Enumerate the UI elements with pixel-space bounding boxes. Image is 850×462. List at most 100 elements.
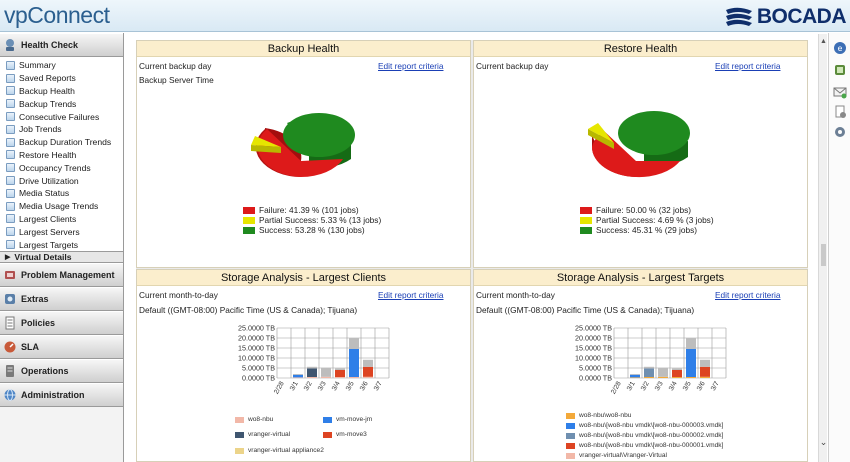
bar-segment [293, 377, 303, 378]
legend-swatch [580, 226, 592, 234]
database-icon[interactable] [833, 63, 847, 77]
sidebar-item-consecutive-failures[interactable]: Consecutive Failures [0, 110, 123, 123]
x-tick-label: 3/1 [289, 380, 300, 392]
legend-label: vm-move3 [336, 431, 367, 438]
panel-subtitle: Current month-to-day [476, 290, 555, 300]
sidebar-item-restore-health[interactable]: Restore Health [0, 149, 123, 162]
sidebar-item-backup-trends[interactable]: Backup Trends [0, 97, 123, 110]
pie-slice-success [618, 111, 690, 155]
bar-segment [335, 370, 345, 377]
pie-slice-success [283, 113, 355, 157]
section-label: Administration [21, 389, 85, 400]
backup-health-panel: Backup Health Current backup day Backup … [136, 40, 471, 268]
y-tick-label: 10.0000 TB [238, 354, 275, 363]
bar-segment [335, 377, 345, 378]
vertical-scrollbar[interactable]: ▲ ⌄ [818, 34, 827, 462]
edit-report-criteria-link[interactable]: Edit report criteria [378, 61, 444, 71]
report-icon [6, 240, 15, 250]
x-tick-label: 3/7 [373, 380, 384, 392]
sidebar-item-backup-health[interactable]: Backup Health [0, 85, 123, 98]
legend-swatch [566, 452, 575, 459]
scroll-thumb[interactable] [821, 244, 826, 266]
legend-label: wo8-nbu\[wo8-nbu vmdk\[wo8-nbu-000001.vm… [579, 442, 724, 449]
sidebar-item-largest-targets[interactable]: Largest Targets [0, 238, 123, 251]
y-tick-label: 10.0000 TB [575, 354, 612, 363]
legend-label: Partial Success: 4.69 % (3 jobs) [596, 215, 714, 225]
sidebar-item-occupancy-trends[interactable]: Occupancy Trends [0, 161, 123, 174]
operations-section[interactable]: Operations [0, 358, 123, 383]
sidebar-item-backup-duration-trends[interactable]: Backup Duration Trends [0, 136, 123, 149]
sidebar-item-media-status[interactable]: Media Status [0, 187, 123, 200]
wrench-icon [3, 268, 17, 282]
report-icon [6, 99, 15, 109]
sidebar-item-largest-clients[interactable]: Largest Clients [0, 213, 123, 226]
sidebar-item-job-trends[interactable]: Job Trends [0, 123, 123, 136]
y-tick-label: 20.0000 TB [238, 334, 275, 343]
bar-segment [630, 374, 640, 378]
legend-label: vm-move-jm [336, 416, 373, 423]
x-tick-label: 2/28 [610, 380, 623, 395]
health-check-label: Health Check [21, 40, 79, 50]
chevron-down-icon[interactable]: ⌄ [819, 437, 828, 447]
edit-report-criteria-link[interactable]: Edit report criteria [715, 290, 781, 300]
legend-label: wo8-nbu\[wo8-nbu vmdk\[wo8-nbu-000002.vm… [579, 432, 724, 439]
x-tick-label: 3/4 [668, 380, 679, 392]
bar-segment [644, 366, 654, 369]
report-icon [6, 60, 15, 70]
stethoscope-icon [3, 38, 17, 52]
app-title: vpConnect [4, 2, 110, 28]
sidebar-item-summary[interactable]: Summary [0, 59, 123, 72]
legend-item: vranger-virtual appliance2 [235, 447, 324, 454]
sla-section[interactable]: SLA [0, 334, 123, 359]
legend-swatch [243, 226, 255, 234]
sidebar-item-label: Largest Servers [19, 226, 80, 237]
legend-swatch [566, 442, 575, 449]
virtual-details-toggle[interactable]: ▶ Virtual Details [0, 251, 123, 263]
restore-health-panel: Restore Health Current backup day Edit r… [473, 40, 808, 268]
edit-report-criteria-link[interactable]: Edit report criteria [715, 61, 781, 71]
bar-segment [321, 376, 331, 378]
extras-section[interactable]: Extras [0, 286, 123, 311]
panel-title: Backup Health [137, 41, 470, 57]
y-tick-label: 25.0000 TB [575, 324, 612, 333]
export-pdf-icon[interactable]: e [833, 41, 847, 55]
bar-segment [363, 366, 373, 377]
sidebar-item-label: Media Status [19, 188, 70, 199]
panel-subtitle: Default ((GMT-08:00) Pacific Time (US & … [476, 305, 695, 315]
sidebar-item-label: Consecutive Failures [19, 111, 100, 122]
sidebar-item-drive-utilization[interactable]: Drive Utilization [0, 174, 123, 187]
legend-success: Success: 53.28 % (130 jobs) [243, 225, 365, 235]
sidebar-item-saved-reports[interactable]: Saved Reports [0, 72, 123, 85]
pie-slice-partial [251, 136, 281, 147]
x-tick-label: 3/3 [317, 380, 328, 392]
legend-item: wo8-nbu\[wo8-nbu vmdk\[wo8-nbu-000001.vm… [566, 442, 723, 449]
administration-section[interactable]: Administration [0, 382, 123, 407]
dashboard: Backup Health Current backup day Backup … [136, 40, 808, 462]
report-icon [6, 188, 15, 198]
right-toolbar: e [828, 33, 850, 462]
scroll-up-icon[interactable]: ▲ [820, 38, 827, 45]
sidebar-item-label: Occupancy Trends [19, 162, 91, 173]
health-check-section[interactable]: Health Check [0, 33, 123, 57]
sidebar-item-media-usage-trends[interactable]: Media Usage Trends [0, 200, 123, 213]
gear-icon[interactable] [833, 125, 847, 139]
edit-report-criteria-link[interactable]: Edit report criteria [378, 290, 444, 300]
legend-label: wo8-nbu [248, 416, 274, 423]
pie-slice-side [588, 129, 614, 149]
legend-swatch [235, 431, 244, 438]
x-tick-label: 3/5 [682, 380, 693, 392]
pie-slice-failure [592, 131, 680, 178]
email-icon[interactable] [833, 85, 847, 99]
legend-item: wo8-nbu\[wo8-nbu vmdk\[wo8-nbu-000002.vm… [566, 432, 723, 439]
print-icon[interactable] [833, 105, 847, 119]
largest-targets-panel: Storage Analysis - Largest Targets Curre… [473, 269, 808, 462]
section-label: Policies [21, 317, 56, 328]
problem-management-section[interactable]: Problem Management [0, 262, 123, 287]
bar-segment [307, 377, 317, 378]
report-icon [6, 201, 15, 211]
sidebar-item-largest-servers[interactable]: Largest Servers [0, 225, 123, 238]
bar-segment [349, 338, 359, 349]
policies-section[interactable]: Policies [0, 310, 123, 335]
legend-label: vranger-virtual\Vranger-Virtual [579, 452, 667, 459]
legend-label: Success: 45.31 % (29 jobs) [596, 225, 697, 235]
